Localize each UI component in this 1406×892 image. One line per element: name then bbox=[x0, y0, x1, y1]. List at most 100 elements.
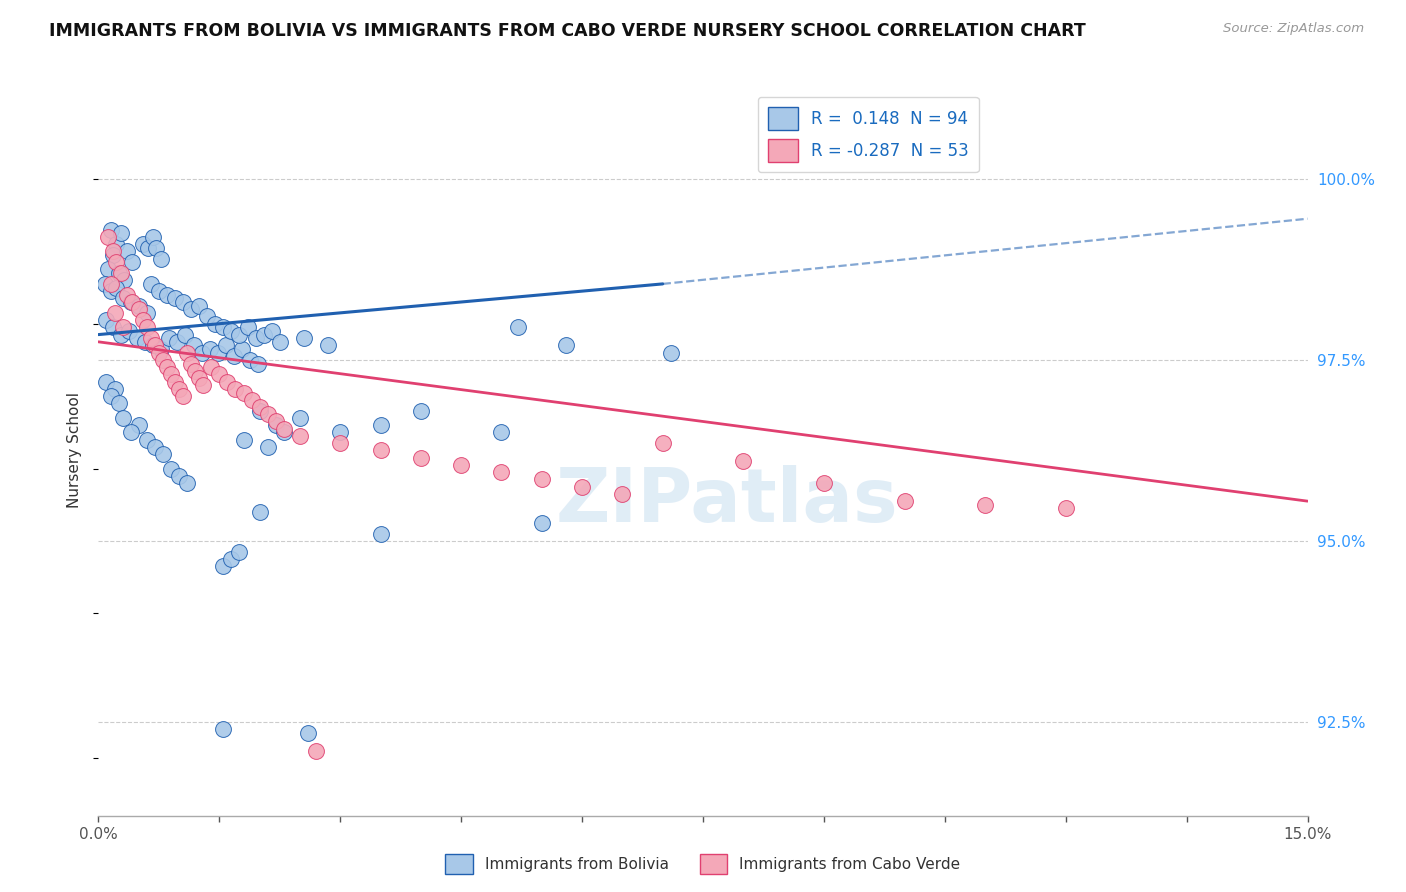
Point bbox=[156, 360, 179, 375]
Point bbox=[134, 334, 156, 349]
Point bbox=[107, 396, 129, 410]
Point bbox=[222, 349, 245, 363]
Point bbox=[135, 433, 157, 447]
Point bbox=[212, 723, 235, 737]
Point bbox=[555, 338, 578, 352]
Point bbox=[193, 378, 215, 392]
Point bbox=[506, 320, 529, 334]
Point bbox=[249, 505, 271, 519]
Point bbox=[215, 338, 238, 352]
Point bbox=[139, 331, 162, 345]
Point bbox=[288, 429, 311, 443]
Point bbox=[172, 295, 194, 310]
Point bbox=[115, 244, 138, 259]
Point bbox=[94, 277, 117, 291]
Point bbox=[370, 418, 392, 433]
Point bbox=[120, 425, 142, 440]
Point bbox=[176, 476, 198, 491]
Point bbox=[221, 324, 243, 338]
Point bbox=[239, 353, 262, 368]
Point bbox=[224, 382, 246, 396]
Point bbox=[135, 306, 157, 320]
Point bbox=[163, 292, 186, 306]
Point bbox=[105, 255, 128, 269]
Point bbox=[157, 331, 180, 345]
Point bbox=[249, 400, 271, 414]
Point bbox=[156, 287, 179, 301]
Point bbox=[128, 418, 150, 433]
Point bbox=[253, 327, 276, 342]
Point bbox=[183, 338, 205, 352]
Point bbox=[212, 559, 235, 574]
Point bbox=[190, 345, 212, 359]
Point bbox=[571, 480, 593, 494]
Point bbox=[204, 317, 226, 331]
Text: ZIPatlas: ZIPatlas bbox=[555, 465, 898, 538]
Point bbox=[118, 324, 141, 338]
Point bbox=[256, 440, 278, 454]
Point bbox=[96, 313, 118, 327]
Point bbox=[188, 371, 211, 385]
Point bbox=[172, 389, 194, 403]
Point bbox=[120, 295, 142, 310]
Point bbox=[231, 342, 253, 356]
Point bbox=[530, 516, 553, 530]
Point bbox=[256, 407, 278, 421]
Point bbox=[370, 526, 392, 541]
Point bbox=[103, 306, 125, 320]
Point bbox=[297, 726, 319, 740]
Point bbox=[111, 320, 134, 334]
Point bbox=[329, 436, 352, 450]
Point bbox=[145, 241, 167, 255]
Point bbox=[264, 418, 287, 433]
Point bbox=[132, 237, 155, 252]
Point bbox=[143, 338, 166, 352]
Point bbox=[142, 229, 165, 244]
Point bbox=[100, 284, 122, 298]
Point bbox=[100, 277, 122, 291]
Point bbox=[232, 385, 254, 400]
Point bbox=[180, 302, 202, 317]
Point bbox=[107, 266, 129, 280]
Point bbox=[813, 476, 835, 491]
Point bbox=[128, 299, 150, 313]
Point bbox=[121, 255, 143, 269]
Point bbox=[132, 313, 155, 327]
Point bbox=[180, 357, 202, 371]
Point bbox=[370, 443, 392, 458]
Point bbox=[247, 357, 270, 371]
Point bbox=[245, 331, 267, 345]
Point bbox=[167, 382, 190, 396]
Point bbox=[273, 422, 295, 436]
Point bbox=[221, 552, 243, 566]
Point bbox=[138, 241, 160, 255]
Point bbox=[150, 342, 173, 356]
Point bbox=[160, 461, 183, 475]
Point bbox=[150, 252, 173, 266]
Point bbox=[212, 320, 235, 334]
Point bbox=[530, 472, 553, 486]
Point bbox=[135, 320, 157, 334]
Point bbox=[148, 284, 170, 298]
Point bbox=[260, 324, 283, 338]
Point bbox=[198, 342, 221, 356]
Point bbox=[659, 345, 682, 359]
Point bbox=[491, 425, 513, 440]
Point bbox=[409, 403, 432, 417]
Point bbox=[236, 320, 259, 334]
Point bbox=[208, 368, 231, 382]
Point bbox=[195, 310, 218, 324]
Point bbox=[893, 494, 915, 508]
Point bbox=[110, 266, 132, 280]
Point bbox=[121, 295, 143, 310]
Point bbox=[111, 292, 134, 306]
Point bbox=[97, 229, 120, 244]
Point bbox=[228, 327, 250, 342]
Point bbox=[288, 410, 311, 425]
Point bbox=[974, 498, 997, 512]
Point bbox=[148, 345, 170, 359]
Y-axis label: Nursery School: Nursery School bbox=[67, 392, 83, 508]
Point bbox=[128, 302, 150, 317]
Point bbox=[207, 345, 229, 359]
Point bbox=[264, 415, 287, 429]
